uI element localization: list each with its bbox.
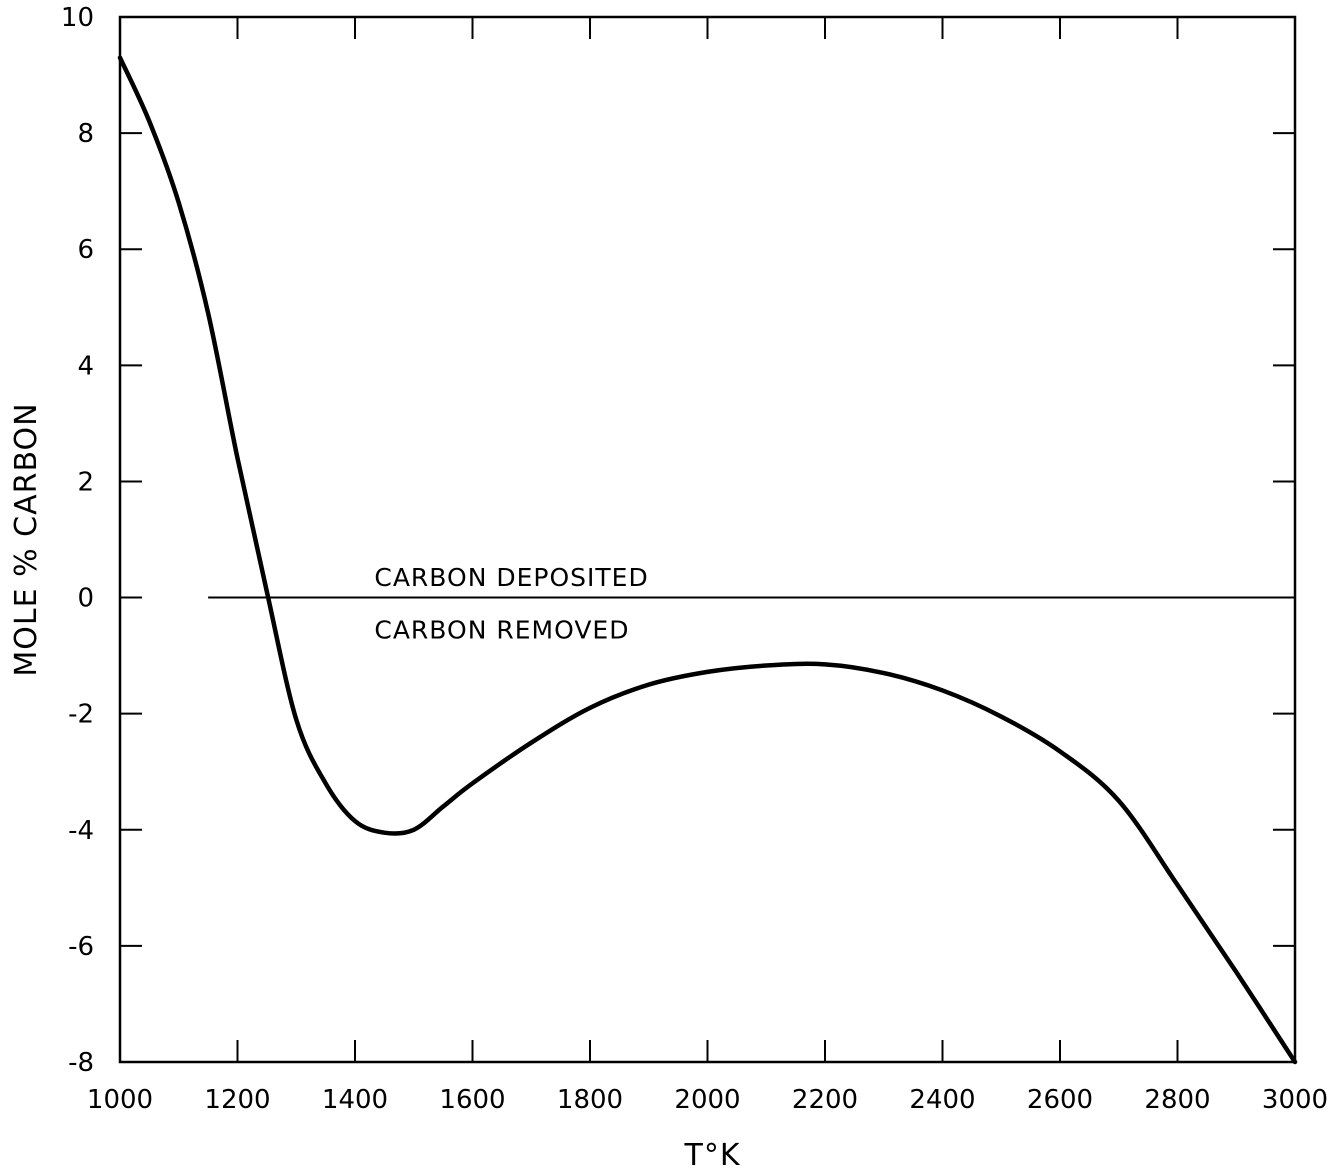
x-tick-label: 3000 <box>1262 1085 1328 1115</box>
y-tick-label: -4 <box>68 816 94 846</box>
y-axis-title: MOLE % CARBON <box>9 402 44 676</box>
x-tick-label: 1200 <box>204 1085 270 1115</box>
x-tick-label: 1600 <box>439 1085 505 1115</box>
tick-labels: 1000 1200 1400 1600 1800 2000 2200 2400 2600 2800… <box>61 3 1328 1115</box>
ticks <box>120 17 1295 1062</box>
y-tick-label: 4 <box>77 351 94 381</box>
y-tick-label: 2 <box>77 467 94 497</box>
x-tick-label: 1400 <box>322 1085 388 1115</box>
y-tick-label: 10 <box>61 3 94 33</box>
y-tick-label: -8 <box>68 1048 94 1078</box>
x-tick-label: 2400 <box>909 1085 975 1115</box>
y-tick-label: 6 <box>77 235 94 265</box>
y-tick-label: -6 <box>68 932 94 962</box>
x-tick-label: 2200 <box>792 1085 858 1115</box>
x-axis-title: T°K <box>684 1138 741 1173</box>
annotation-carbon-removed: CARBON REMOVED <box>374 615 629 644</box>
x-tick-label: 2600 <box>1027 1085 1093 1115</box>
y-tick-label: -2 <box>68 700 94 730</box>
annotation-carbon-deposited: CARBON DEPOSITED <box>374 563 648 592</box>
x-tick-label: 2800 <box>1144 1085 1210 1115</box>
plot-frame <box>118 15 1297 1064</box>
x-tick-label: 2000 <box>674 1085 740 1115</box>
y-tick-label: 8 <box>77 119 94 149</box>
y-tick-label: 0 <box>77 584 94 614</box>
x-tick-label: 1800 <box>557 1085 623 1115</box>
series-line <box>117 55 1298 1065</box>
x-tick-label: 1000 <box>87 1085 153 1115</box>
